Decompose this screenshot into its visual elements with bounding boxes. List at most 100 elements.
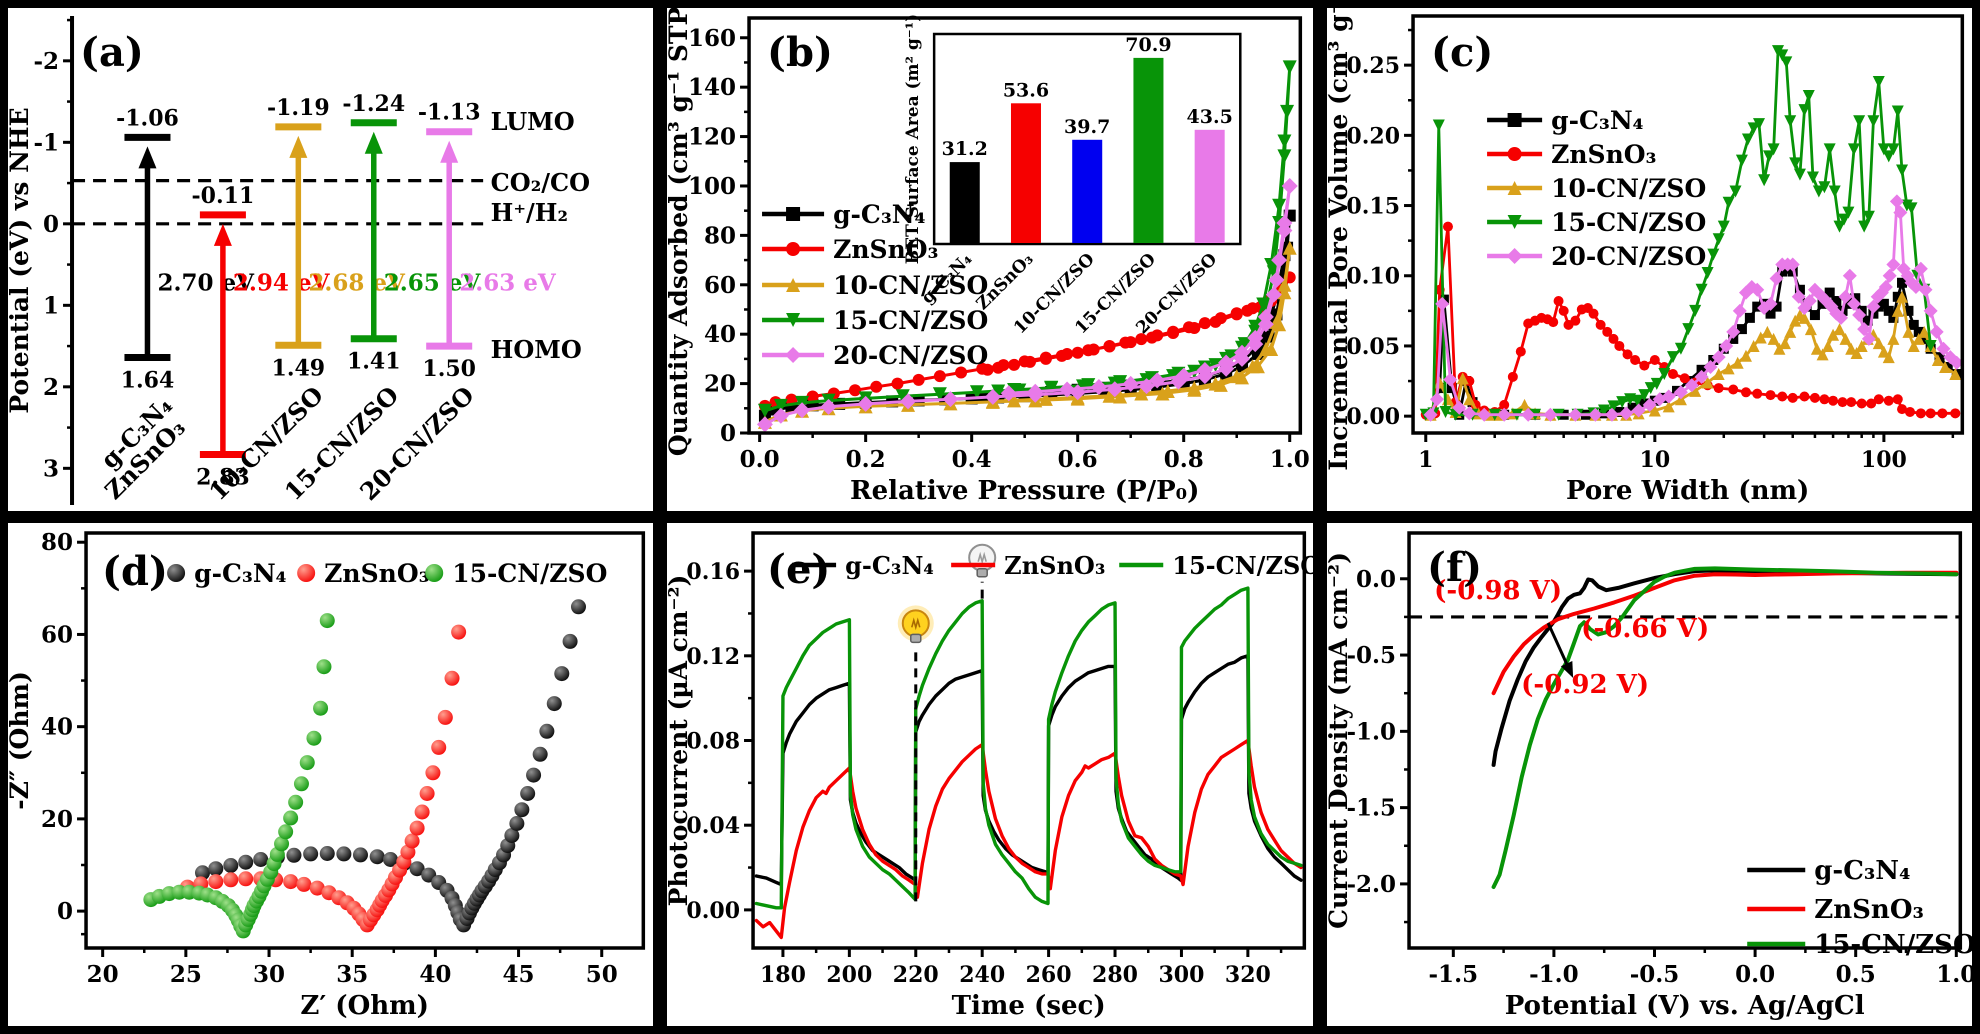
svg-text:10: 10 [1639,447,1670,473]
svg-text:LUMO: LUMO [491,107,575,136]
svg-text:(c): (c) [1431,29,1493,76]
svg-text:20: 20 [704,371,736,398]
svg-text:(a): (a) [80,29,144,76]
svg-text:0.15: 0.15 [1346,194,1400,220]
svg-text:100: 100 [1861,447,1907,473]
svg-text:-1.24: -1.24 [342,91,405,117]
svg-text:25: 25 [170,961,202,988]
svg-text:20: 20 [87,961,119,988]
svg-text:120: 120 [688,124,736,151]
svg-text:2.68 eV: 2.68 eV [308,270,406,297]
svg-text:0.25: 0.25 [1346,53,1400,79]
svg-text:40: 40 [419,961,451,988]
svg-text:60: 60 [41,621,73,648]
svg-text:80: 80 [704,222,736,249]
svg-text:0.12: 0.12 [687,644,741,670]
svg-text:0.20: 0.20 [1346,123,1400,149]
svg-text:-Z″ (Ohm): -Z″ (Ohm) [8,671,34,810]
svg-text:0.0: 0.0 [1356,566,1396,593]
svg-text:15-CN/ZSO: 15-CN/ZSO [452,559,607,588]
svg-text:0.00: 0.00 [1346,404,1400,430]
lsv-chart: -1.5 -1.0 -0.5 0.0 0.5 1.0 0.0 -0.5 -1.0 -1.5 -2.0… [1326,523,1972,1026]
svg-text:40: 40 [41,714,73,741]
svg-text:50: 50 [586,961,618,988]
svg-text:g-C₃N₄: g-C₃N₄ [194,559,287,588]
nyquist-chart: 20 25 30 35 40 45 50 0 20 40 60 80 Z′ (Ohm) -Z″ (Ohm)… [8,523,654,1026]
svg-text:31.2: 31.2 [942,138,988,160]
svg-text:-0.5: -0.5 [1346,642,1396,669]
svg-text:Pore Width (nm): Pore Width (nm) [1566,476,1809,506]
svg-text:1.0: 1.0 [1936,961,1972,988]
svg-text:0.08: 0.08 [687,729,741,755]
svg-text:Quantity Adsorbed (cm³ g⁻¹ STP: Quantity Adsorbed (cm³ g⁻¹ STP) [667,8,693,456]
svg-text:Potential (V) vs. Ag/AgCl: Potential (V) vs. Ag/AgCl [1504,991,1864,1021]
svg-text:Z′ (Ohm): Z′ (Ohm) [300,991,429,1021]
svg-text:(-0.66 V): (-0.66 V) [1581,614,1709,644]
svg-text:43.5: 43.5 [1187,106,1233,128]
svg-text:280: 280 [1092,962,1138,988]
svg-text:30: 30 [253,961,285,988]
svg-text:0: 0 [57,898,73,925]
svg-text:260: 260 [1026,962,1072,988]
svg-text:100: 100 [688,173,736,200]
panel-b-adsorption-isotherms: 0.0 0.2 0.4 0.6 0.8 1.0 0 20 40 60 80 100 120 140 160 R… [667,8,1313,511]
svg-text:0.8: 0.8 [1164,446,1204,473]
svg-text:0: 0 [720,420,736,447]
svg-text:-1.5: -1.5 [1428,961,1478,988]
svg-text:(b): (b) [767,29,833,76]
svg-text:2.63 eV: 2.63 eV [459,270,557,297]
svg-text:-0.11: -0.11 [192,183,255,209]
svg-text:1: 1 [1418,447,1433,473]
svg-text:CO₂/CO: CO₂/CO [491,168,590,197]
svg-text:15-CN/ZSO: 15-CN/ZSO [1551,208,1706,237]
svg-text:-1.13: -1.13 [418,100,481,126]
svg-text:2.94 eV: 2.94 eV [233,270,331,297]
svg-text:2.83: 2.83 [196,464,250,490]
svg-text:-2: -2 [33,48,59,75]
svg-text:2.70 eV: 2.70 eV [157,270,255,297]
svg-text:320: 320 [1225,962,1271,988]
band-diagram-chart: -1.061.642.70 eVg-C₃N₄-0.112.832.94 eVZn… [8,8,654,511]
svg-text:g-C₃N₄: g-C₃N₄ [1814,856,1910,886]
svg-text:35: 35 [336,961,368,988]
svg-text:0: 0 [43,211,59,238]
svg-text:0.5: 0.5 [1835,961,1875,988]
svg-text:10-CN/ZSO: 10-CN/ZSO [833,271,988,300]
svg-text:39.7: 39.7 [1064,116,1110,138]
svg-text:Potential (eV) vs NHE: Potential (eV) vs NHE [8,107,34,413]
panel-e-photocurrent: 180 200 220 240 260 280 300 320 0.00 0.04 0.08 0.12… [667,523,1313,1026]
svg-text:15-CN/ZSO: 15-CN/ZSO [1173,551,1313,580]
svg-text:160: 160 [688,25,736,52]
svg-text:-0.5: -0.5 [1629,961,1679,988]
svg-text:Incremental Pore Volume (cm³ g: Incremental Pore Volume (cm³ g⁻¹) [1327,8,1353,471]
svg-text:40: 40 [704,321,736,348]
svg-text:1: 1 [43,292,59,319]
svg-text:ZnSnO₃: ZnSnO₃ [1551,140,1656,169]
svg-text:300: 300 [1159,962,1205,988]
svg-text:-1.06: -1.06 [116,105,179,131]
svg-text:(e): (e) [767,546,830,593]
svg-text:ZnSnO₃: ZnSnO₃ [833,235,938,264]
svg-text:80: 80 [41,529,73,556]
svg-text:-1: -1 [33,129,59,156]
svg-text:1.41: 1.41 [347,349,401,375]
svg-text:(f): (f) [1427,544,1482,591]
svg-text:Relative Pressure (P/P₀): Relative Pressure (P/P₀) [850,476,1199,506]
svg-text:0.2: 0.2 [846,446,886,473]
svg-text:60: 60 [704,272,736,299]
svg-text:0.16: 0.16 [687,559,741,585]
svg-text:Photocurrent (µA cm⁻²): Photocurrent (µA cm⁻²) [667,575,693,907]
svg-text:0.0: 0.0 [740,446,780,473]
svg-text:2.65 eV: 2.65 eV [384,270,482,297]
svg-text:70.9: 70.9 [1126,34,1172,56]
svg-text:20-CN/ZSO: 20-CN/ZSO [833,341,988,370]
svg-text:H⁺/H₂: H⁺/H₂ [491,198,568,227]
svg-text:3: 3 [43,455,59,482]
svg-text:240: 240 [960,962,1006,988]
svg-text:20-CN/ZSO: 20-CN/ZSO [1551,242,1706,271]
svg-text:Time (sec): Time (sec) [952,991,1106,1021]
svg-text:0.6: 0.6 [1058,446,1098,473]
photocurrent-chart: 180 200 220 240 260 280 300 320 0.00 0.04 0.08 0.12… [667,523,1313,1026]
svg-text:10-CN/ZSO: 10-CN/ZSO [1551,174,1706,203]
